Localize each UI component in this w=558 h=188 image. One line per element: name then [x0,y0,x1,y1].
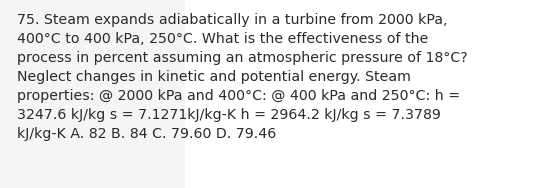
Bar [0,0,184,188]
Text: 75. Steam expands adiabatically in a turbine from 2000 kPa,
400°C to 400 kPa, 25: 75. Steam expands adiabatically in a tur… [17,13,468,141]
